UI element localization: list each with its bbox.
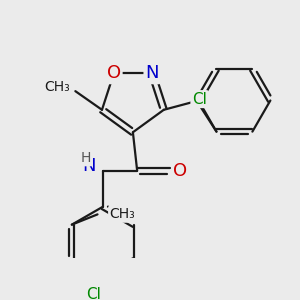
Text: Cl: Cl (192, 92, 207, 106)
Text: CH₃: CH₃ (110, 207, 135, 221)
Text: O: O (173, 162, 187, 180)
Text: H: H (81, 151, 91, 165)
Text: Cl: Cl (86, 287, 101, 300)
Text: N: N (82, 158, 96, 175)
Text: O: O (107, 64, 121, 82)
Text: N: N (145, 64, 159, 82)
Text: CH₃: CH₃ (44, 80, 70, 94)
